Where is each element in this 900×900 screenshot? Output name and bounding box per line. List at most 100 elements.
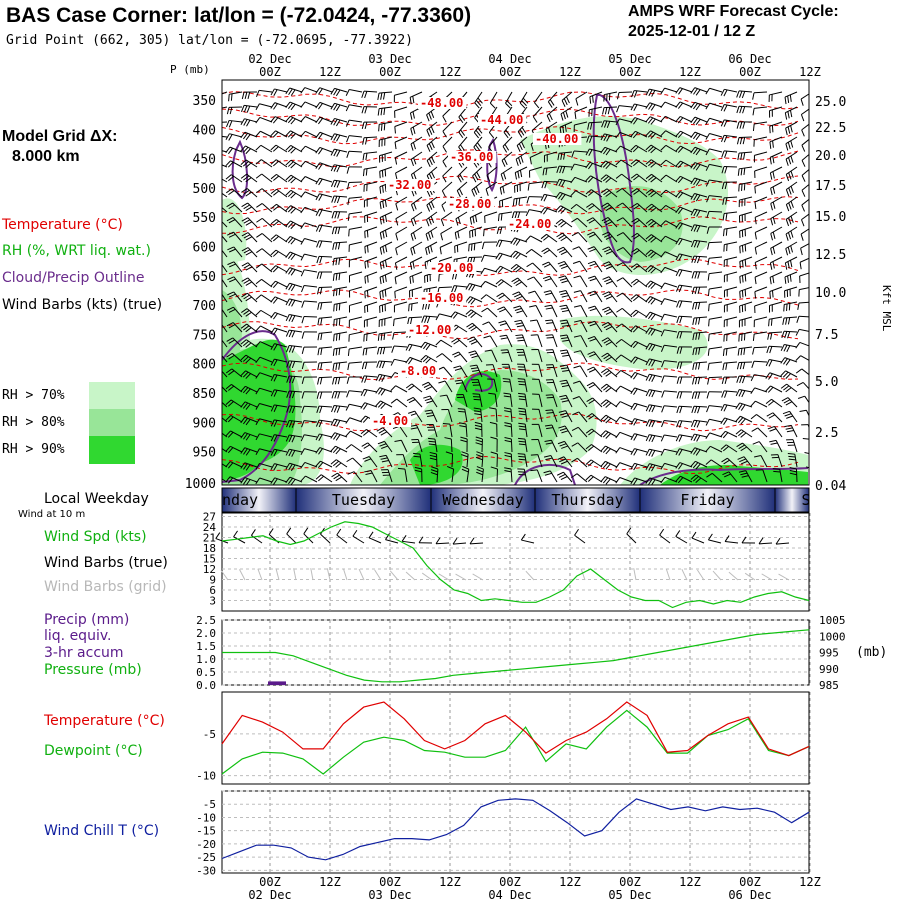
wind-barb-flag — [227, 175, 234, 182]
wind-barb-flag — [504, 454, 512, 458]
wind-barb-flag — [409, 97, 412, 105]
wind-barb-flag — [460, 439, 468, 443]
wind-barb-flag — [363, 389, 368, 397]
wind-barb-flag — [397, 467, 406, 470]
wind-barb-flag — [585, 474, 592, 481]
wind-barb — [785, 136, 798, 145]
wind-barb — [319, 346, 333, 349]
wind-barb-flag — [645, 116, 651, 123]
wind-barb-flag — [428, 440, 436, 443]
wind-barb — [414, 410, 423, 423]
wind-barb — [364, 256, 378, 263]
wind-barb-flag — [245, 206, 252, 212]
wind-barb-flag — [287, 176, 294, 182]
wind-barb-flag — [605, 341, 613, 346]
wind-barb-flag — [790, 155, 794, 163]
wind-barb — [484, 254, 498, 258]
wind-barb-flag — [475, 186, 480, 194]
wind-barb-flag — [740, 418, 746, 425]
wind-barb — [619, 131, 633, 138]
wind-barb-flag — [444, 437, 452, 440]
wind-barb-flag — [605, 478, 611, 485]
wind-barb-flag — [438, 380, 446, 384]
wind-barb-flag — [345, 417, 351, 424]
wind-barb-flag — [485, 188, 489, 196]
wind-barb — [476, 364, 483, 378]
wind-barb-flag — [423, 395, 431, 399]
wind-barb-flag — [738, 403, 743, 410]
wind-barb — [222, 278, 228, 288]
wind-barb-flag — [604, 107, 608, 115]
wind-barb — [559, 191, 573, 198]
wind-barb-flag — [559, 394, 567, 398]
wind-barb — [466, 469, 470, 483]
wind-barb-flag — [767, 425, 775, 430]
bottom-hour-label: 12Z — [679, 875, 701, 889]
wind-barb-flag — [428, 112, 432, 120]
wind-barb-flag — [690, 447, 696, 454]
wind-barb-flag — [573, 335, 581, 338]
wind-barb — [379, 106, 393, 110]
wind-barb-flag — [335, 258, 338, 266]
wind-barb-flag — [795, 355, 802, 361]
wind-barb-flag — [560, 307, 568, 310]
wind-barb-flag — [461, 454, 469, 458]
wind-barb-flag — [395, 172, 398, 181]
wind-barb-flag — [660, 251, 666, 258]
wind-barb-flag — [243, 340, 249, 347]
wind-barb — [575, 91, 588, 100]
wind-barb-flag — [518, 383, 526, 386]
wind-barb-flag — [409, 112, 413, 120]
wind-barb-flag — [645, 343, 650, 350]
wind-barb — [754, 316, 768, 321]
wind-barb-flag — [589, 278, 597, 282]
wind-barb-flag — [679, 406, 683, 414]
wind-barb-flag — [601, 352, 608, 358]
wind-barb-flag — [241, 188, 248, 193]
wind-barb-flag — [560, 222, 567, 228]
wind-barb-flag — [476, 451, 484, 455]
wind-barb-flag — [334, 211, 338, 219]
wind-barb-flag — [424, 316, 428, 323]
wind-barb-flag — [332, 363, 335, 371]
wind-barb-true-flag — [250, 529, 256, 536]
wind-barb-grid — [326, 568, 331, 581]
wind-barb-flag — [557, 456, 565, 460]
wind-barb-true — [402, 540, 416, 544]
wind-barb-flag — [301, 391, 305, 399]
wind-barb-flag — [336, 196, 341, 204]
wind-barb-flag — [601, 202, 608, 208]
wind-barb-flag — [565, 96, 570, 104]
wind-barb-grid — [275, 568, 280, 581]
wind-barb-flag — [425, 233, 429, 241]
wind-barb — [364, 286, 378, 292]
wind-barb — [563, 456, 573, 468]
wind-barb-flag — [650, 298, 656, 305]
wind-barb-flag — [766, 412, 774, 417]
wind-barb-flag — [660, 476, 666, 484]
legend-rh70-label: RH > 70% — [2, 388, 65, 403]
wind-barb-flag — [241, 202, 248, 208]
wind-barb-flag — [571, 442, 579, 447]
cloud-outlines — [222, 94, 809, 485]
wind-barb — [349, 286, 363, 292]
wind-barb — [724, 134, 738, 138]
wind-barb-flag — [695, 194, 701, 202]
wind-barb-flag — [660, 174, 667, 181]
wind-barb-flag — [633, 463, 638, 471]
wind-barb-flag — [529, 157, 532, 165]
wind-barb — [739, 90, 753, 93]
wind-barb-flag — [227, 431, 234, 438]
wind-barb — [801, 183, 809, 191]
wind-barb-flag — [384, 289, 387, 297]
wind-barb — [559, 151, 573, 154]
wind-barb-flag — [504, 424, 512, 428]
wind-barb — [694, 87, 708, 93]
wind-barb-flag — [739, 121, 743, 129]
wind-barb — [804, 395, 809, 404]
wind-barb-true-flag — [574, 529, 579, 536]
wind-barb-flag — [738, 430, 744, 437]
pressure-tick-right: 985 — [819, 679, 839, 692]
wind-barb-flag — [272, 235, 279, 242]
wind-barb-flag — [381, 361, 386, 369]
